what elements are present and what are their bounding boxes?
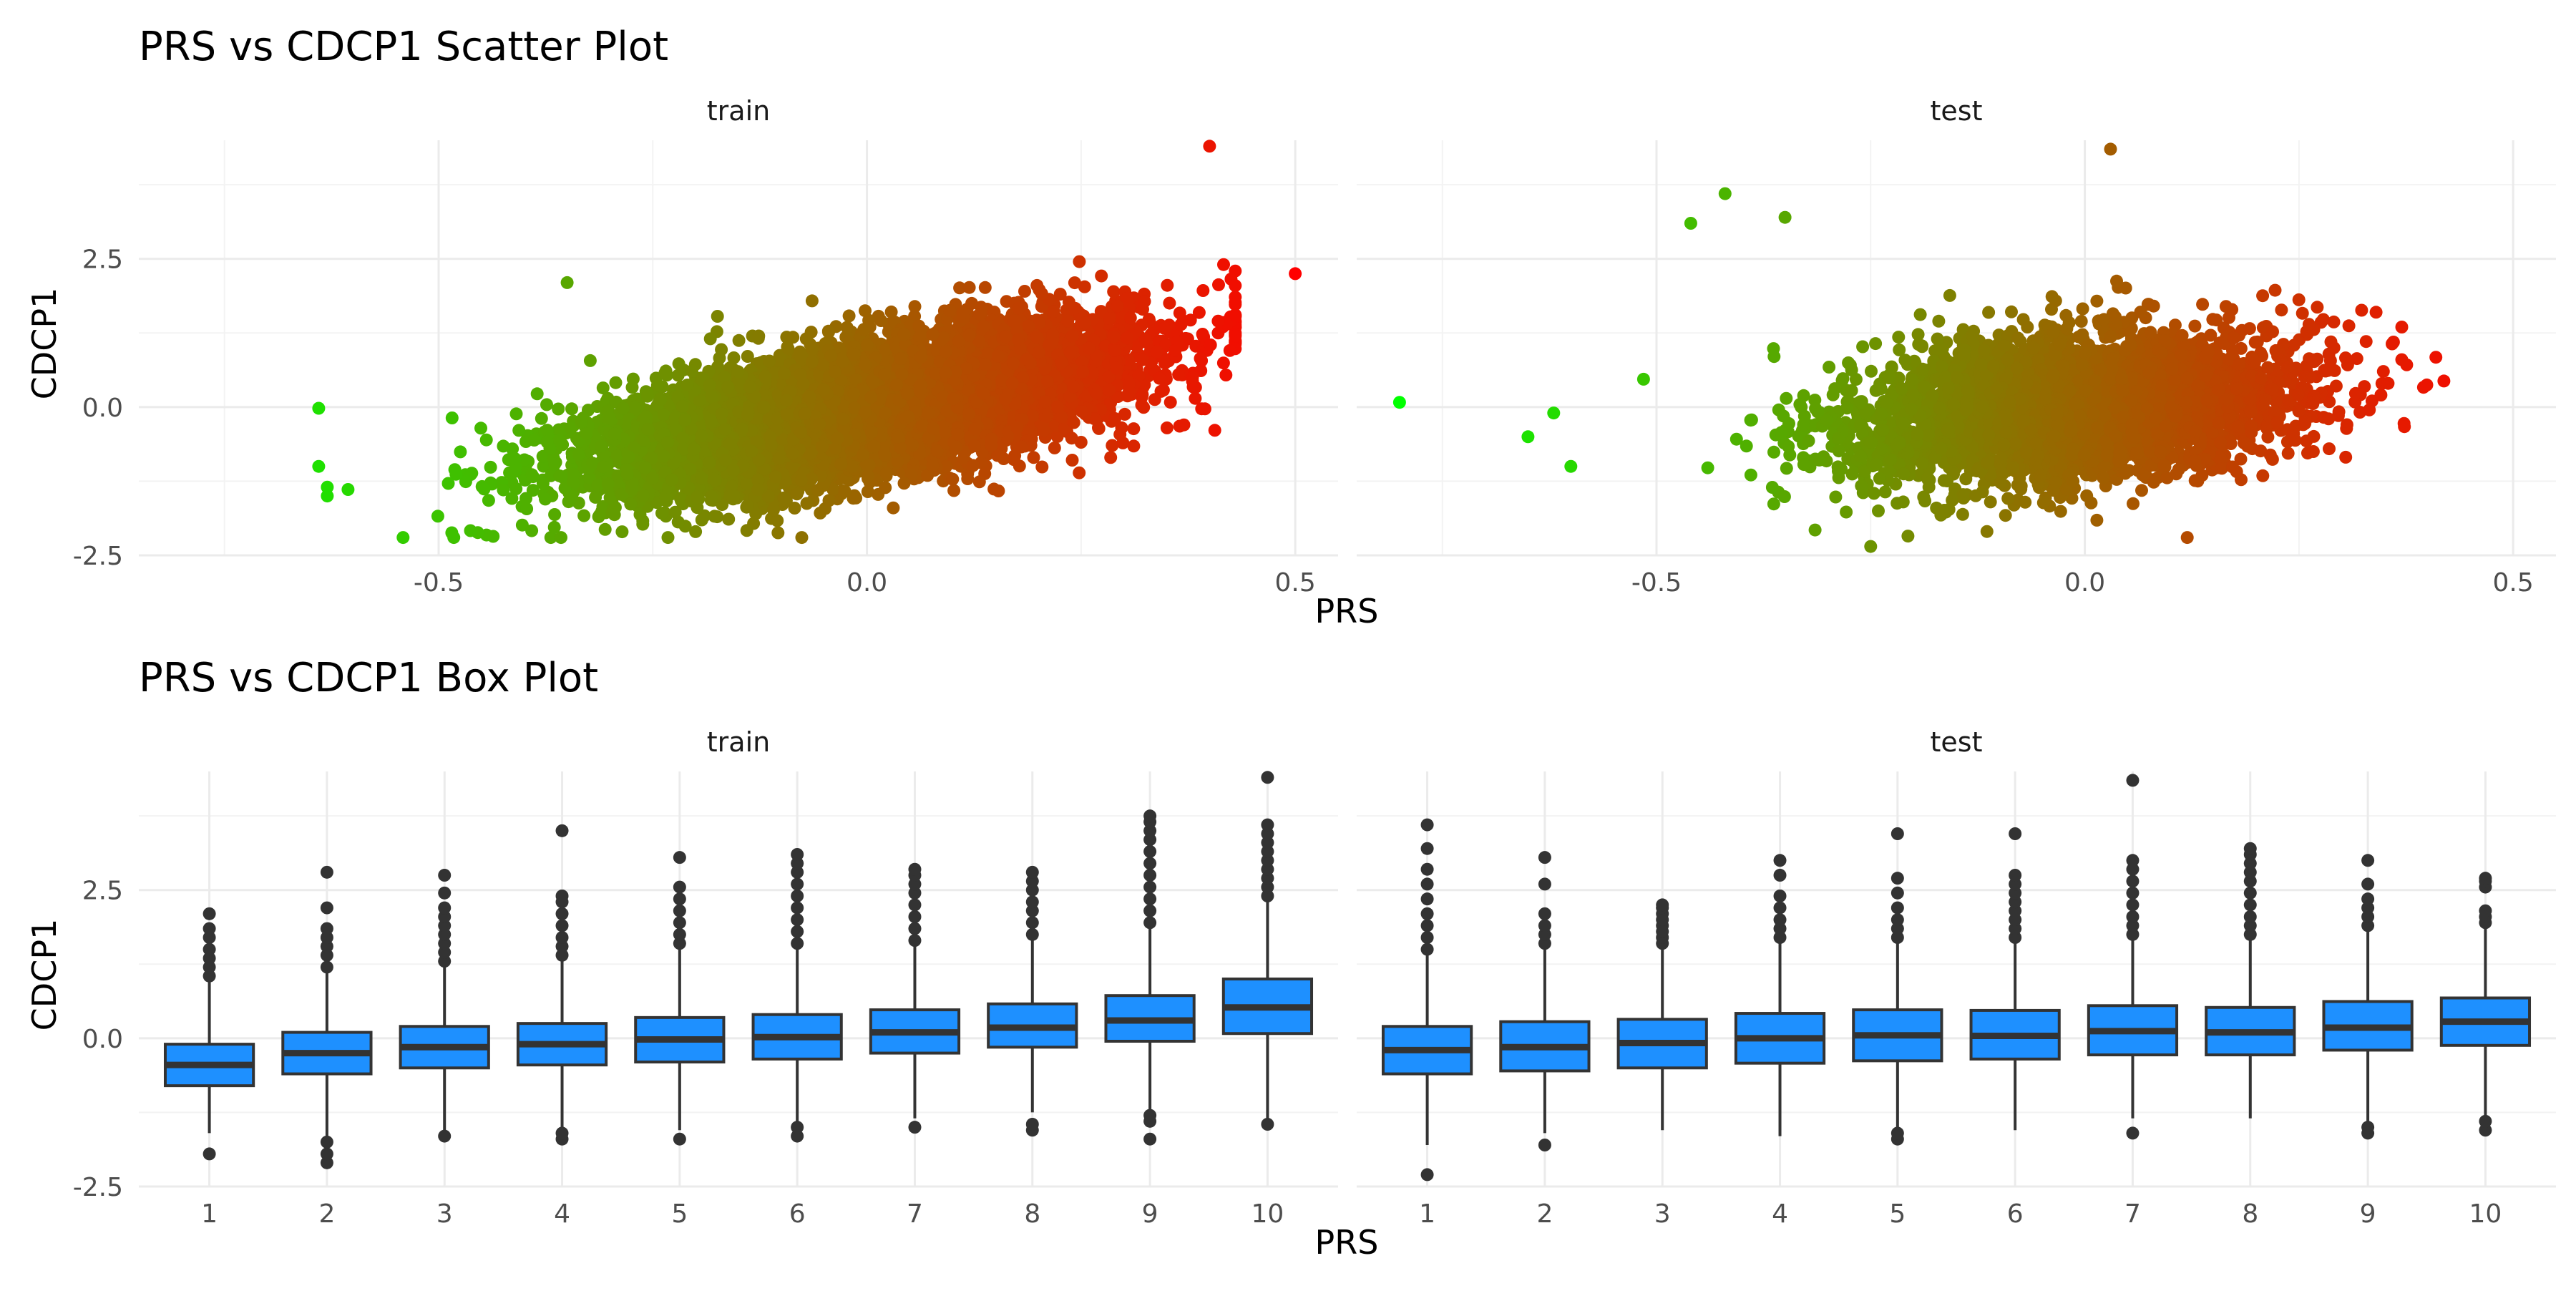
scatter-point — [431, 510, 444, 522]
scatter-point — [396, 531, 409, 544]
scatter-point — [1095, 270, 1108, 283]
scatter-point — [662, 531, 675, 544]
scatter-point — [786, 331, 799, 344]
scatter-point — [887, 502, 899, 515]
scatter-strip-test: test — [1931, 95, 1983, 127]
scatter-point — [509, 482, 522, 495]
scatter-point — [879, 481, 892, 494]
scatter-point — [525, 525, 538, 537]
scatter-point — [1217, 356, 1230, 369]
scatter-point — [627, 373, 640, 386]
scatter-point — [480, 434, 493, 447]
scatter-point — [539, 492, 552, 505]
scatter-point — [540, 398, 553, 411]
scatter-point — [446, 411, 459, 424]
scatter-point — [1161, 422, 1174, 434]
box-y-axis-title: CDCP1 — [25, 919, 64, 1031]
scatter-point — [599, 523, 612, 536]
scatter-point — [535, 412, 548, 425]
scatter-point — [843, 309, 856, 322]
scatter-point — [636, 515, 649, 527]
scatter-point — [548, 508, 561, 521]
scatter-y-axis-title: CDCP1 — [25, 288, 64, 400]
scatter-point — [841, 321, 854, 334]
box-strip-train: train — [707, 726, 770, 758]
box-x-axis-title: PRS — [1315, 1223, 1379, 1262]
scatter-point — [1073, 255, 1085, 268]
scatter-point — [1106, 439, 1118, 452]
scatter-point — [1219, 369, 1232, 381]
box-title: PRS vs CDCP1 Box Plot — [139, 655, 598, 701]
scatter-title: PRS vs CDCP1 Scatter Plot — [139, 24, 668, 70]
scatter-point — [484, 461, 497, 474]
scatter-point — [482, 494, 495, 507]
scatter-point — [796, 531, 809, 544]
scatter-point — [1066, 454, 1079, 467]
scatter-point — [715, 344, 728, 356]
scatter-point — [548, 521, 561, 534]
scatter-point — [1028, 451, 1040, 464]
scatter-point — [1107, 286, 1120, 298]
scatter-point — [341, 483, 354, 496]
scatter-point — [1073, 467, 1085, 479]
scatter-point — [1048, 442, 1061, 454]
scatter-point — [947, 484, 960, 497]
scatter-point — [973, 475, 986, 488]
scatter-point — [1127, 439, 1140, 452]
scatter-point — [474, 422, 487, 434]
scatter-point — [909, 300, 922, 313]
box-strip-test: test — [1931, 726, 1983, 758]
scatter-x-axis-title: PRS — [1315, 592, 1379, 630]
scatter-point — [610, 376, 623, 389]
scatter-strip-train: train — [707, 95, 770, 127]
